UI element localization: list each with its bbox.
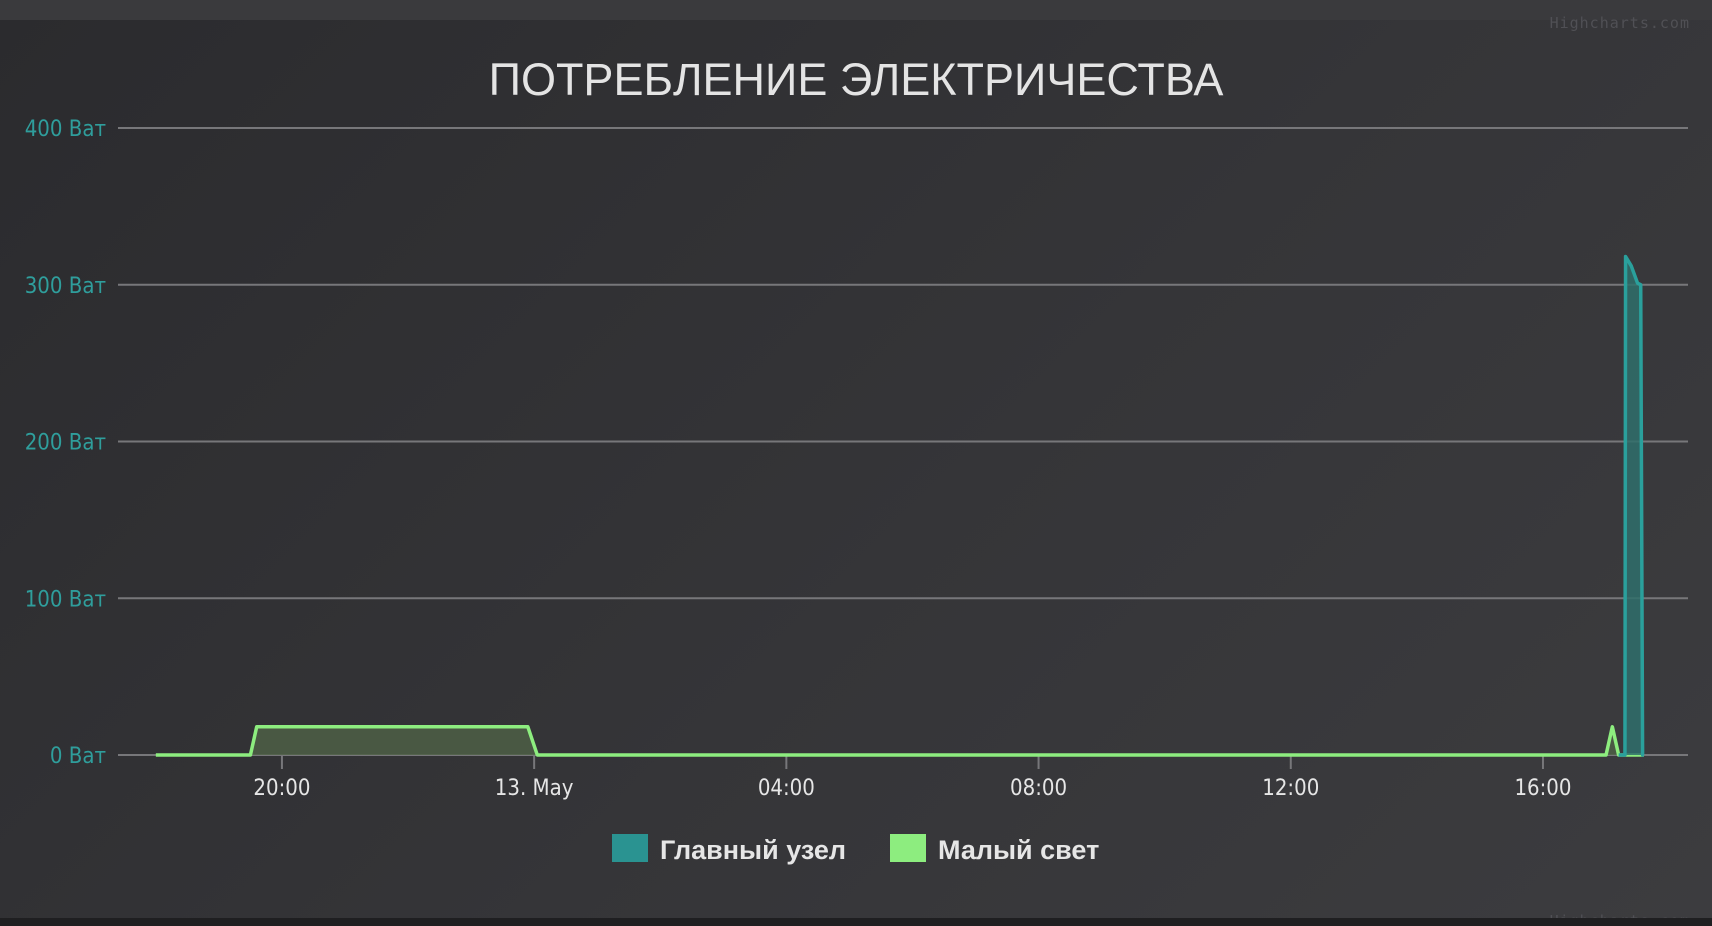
y-tick-label: 0 Ват — [50, 744, 106, 769]
x-tick-label: 13. May — [495, 776, 574, 801]
chart-panel: ПОТРЕБЛЕНИЕ ЭЛЕКТРИЧЕСТВА 0 Ват 100 Ват 200… — [0, 14, 1712, 926]
x-tick-label: 12:00 — [1262, 776, 1319, 801]
legend-swatch-0[interactable] — [612, 834, 648, 862]
bottom-bar — [0, 918, 1712, 926]
chart-title: ПОТРЕБЛЕНИЕ ЭЛЕКТРИЧЕСТВА — [489, 54, 1224, 105]
legend-label-1[interactable]: Малый свет — [938, 835, 1099, 865]
legend-swatch-1[interactable] — [890, 834, 926, 862]
y-tick-label: 200 Ват — [25, 431, 106, 456]
top-bar — [0, 0, 1712, 20]
x-tick-label: 20:00 — [253, 776, 310, 801]
credit-top[interactable]: Highcharts.com — [1549, 14, 1690, 32]
series-line-0 — [1618, 254, 1645, 757]
x-tick-label: 08:00 — [1010, 776, 1067, 801]
series-line-1 — [155, 725, 1644, 757]
electricity-chart: ПОТРЕБЛЕНИЕ ЭЛЕКТРИЧЕСТВА 0 Ват 100 Ват 200… — [25, 54, 1688, 865]
x-tick-label: 16:00 — [1514, 776, 1571, 801]
y-tick-label: 400 Ват — [25, 117, 106, 142]
y-tick-label: 300 Ват — [25, 274, 106, 299]
series-area-0 — [1618, 256, 1644, 755]
x-tick-label: 04:00 — [758, 776, 815, 801]
legend-label-0[interactable]: Главный узел — [660, 835, 846, 865]
y-tick-label: 100 Ват — [25, 587, 106, 612]
series-area-1 — [155, 726, 1644, 755]
